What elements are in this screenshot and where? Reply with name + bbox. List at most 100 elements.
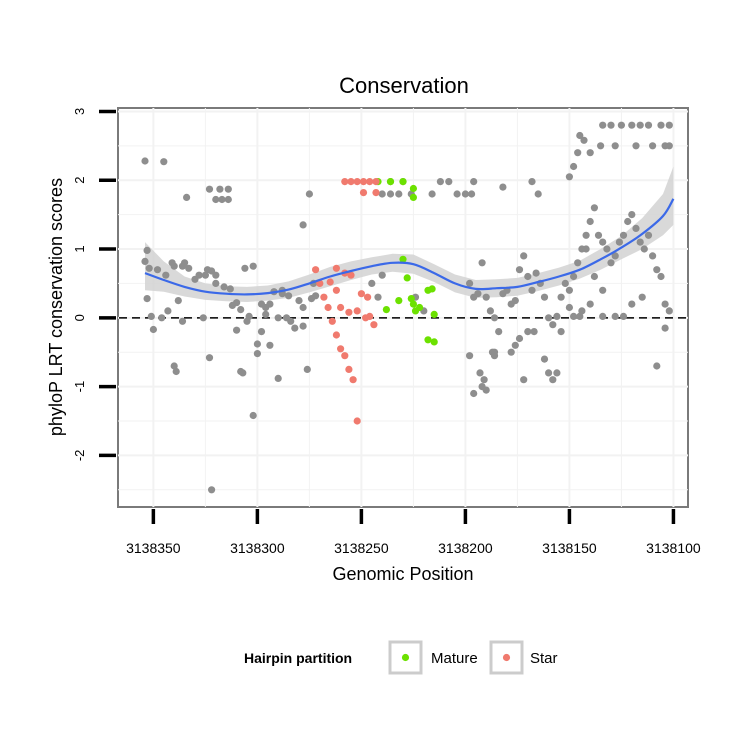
- data-point-other: [228, 301, 236, 309]
- data-point-other: [657, 121, 665, 129]
- data-point-star: [359, 189, 368, 197]
- data-point-other: [528, 286, 536, 294]
- data-point-other: [570, 312, 578, 320]
- data-point-other: [582, 231, 590, 239]
- data-point-other: [305, 190, 313, 198]
- data-point-star: [364, 293, 372, 301]
- data-point-star: [353, 307, 361, 315]
- data-point-mature: [430, 338, 438, 346]
- data-point-other: [453, 190, 461, 198]
- data-point-other: [565, 173, 574, 181]
- confidence-band: [145, 166, 674, 302]
- data-point-other: [574, 149, 582, 157]
- data-point-other: [511, 297, 519, 305]
- data-point-star: [366, 178, 374, 186]
- data-point-other: [266, 341, 274, 349]
- data-point-other: [507, 348, 515, 356]
- data-point-other: [611, 142, 619, 150]
- data-point-star: [372, 189, 380, 197]
- data-point-other: [574, 259, 582, 267]
- data-point-other: [611, 312, 619, 320]
- data-point-other: [158, 314, 166, 322]
- chart-title: Conservation: [339, 73, 469, 98]
- data-point-other: [582, 245, 590, 253]
- data-point-other: [378, 271, 386, 279]
- legend-key-dot: [401, 653, 410, 662]
- data-point-other: [495, 328, 503, 336]
- data-point-other: [644, 121, 653, 129]
- data-point-other: [511, 341, 519, 349]
- data-point-star: [345, 365, 353, 373]
- data-point-other: [665, 307, 673, 315]
- data-point-other: [599, 286, 607, 294]
- data-point-other: [490, 314, 499, 322]
- data-point-other: [143, 246, 151, 254]
- data-point-mature: [403, 274, 411, 282]
- data-point-other: [262, 310, 270, 318]
- data-point-other: [291, 324, 299, 332]
- data-point-other: [557, 328, 565, 336]
- data-point-star: [337, 303, 345, 312]
- data-point-other: [164, 307, 172, 315]
- data-point-other: [553, 369, 561, 377]
- data-point-other: [570, 162, 578, 171]
- data-point-other: [245, 312, 253, 320]
- data-point-other: [628, 121, 636, 129]
- data-point-other: [147, 312, 155, 320]
- data-point-other: [586, 149, 594, 157]
- data-point-other: [530, 328, 538, 336]
- data-point-star: [359, 178, 368, 186]
- legend: Hairpin partition Mature Star: [244, 640, 558, 675]
- data-point-other: [599, 312, 607, 320]
- data-point-star: [345, 308, 353, 316]
- data-point-star: [328, 317, 336, 325]
- data-point-star: [332, 264, 340, 272]
- data-point-star: [366, 312, 374, 320]
- data-point-other: [274, 374, 282, 382]
- data-point-other: [644, 231, 653, 239]
- y-axis-label: phyloP LRT conservation scores: [46, 178, 66, 436]
- legend-entry-label: Mature: [431, 650, 478, 667]
- data-point-mature: [395, 297, 403, 305]
- data-point-other: [549, 376, 557, 384]
- data-point-other: [218, 195, 226, 204]
- data-point-other: [174, 297, 182, 305]
- data-point-other: [249, 411, 257, 420]
- data-point-other: [624, 217, 632, 226]
- data-point-other: [470, 178, 478, 186]
- data-point-other: [436, 178, 444, 186]
- data-point-other: [594, 231, 603, 239]
- data-point-other: [649, 252, 657, 260]
- data-point-other: [515, 334, 524, 343]
- x-tick-label: 3138150: [542, 540, 597, 556]
- data-point-other: [549, 321, 557, 329]
- data-point-other: [557, 293, 565, 301]
- data-point-mature: [411, 307, 420, 315]
- data-point-other: [312, 292, 320, 300]
- data-point-other: [480, 376, 488, 384]
- data-point-other: [257, 328, 266, 336]
- data-point-other: [253, 350, 261, 358]
- data-point-star: [349, 376, 357, 384]
- data-point-other: [285, 292, 293, 300]
- plot-panel: [117, 107, 689, 508]
- data-point-other: [632, 224, 640, 232]
- data-point-star: [320, 293, 328, 301]
- data-point-other: [141, 157, 149, 165]
- data-point-other: [374, 293, 382, 301]
- y-tick-label: -1: [72, 381, 87, 393]
- data-point-other: [199, 314, 207, 322]
- data-point-other: [185, 264, 193, 272]
- data-point-other: [181, 259, 189, 267]
- data-point-other: [249, 262, 257, 270]
- data-point-other: [565, 303, 574, 312]
- data-point-star: [332, 286, 340, 294]
- data-point-star: [347, 271, 355, 279]
- data-point-other: [661, 300, 669, 308]
- data-point-other: [520, 252, 528, 260]
- data-point-other: [395, 190, 403, 198]
- data-point-other: [665, 142, 673, 150]
- data-point-other: [143, 295, 151, 303]
- x-tick-label: 3138100: [646, 540, 701, 556]
- data-point-other: [532, 269, 540, 277]
